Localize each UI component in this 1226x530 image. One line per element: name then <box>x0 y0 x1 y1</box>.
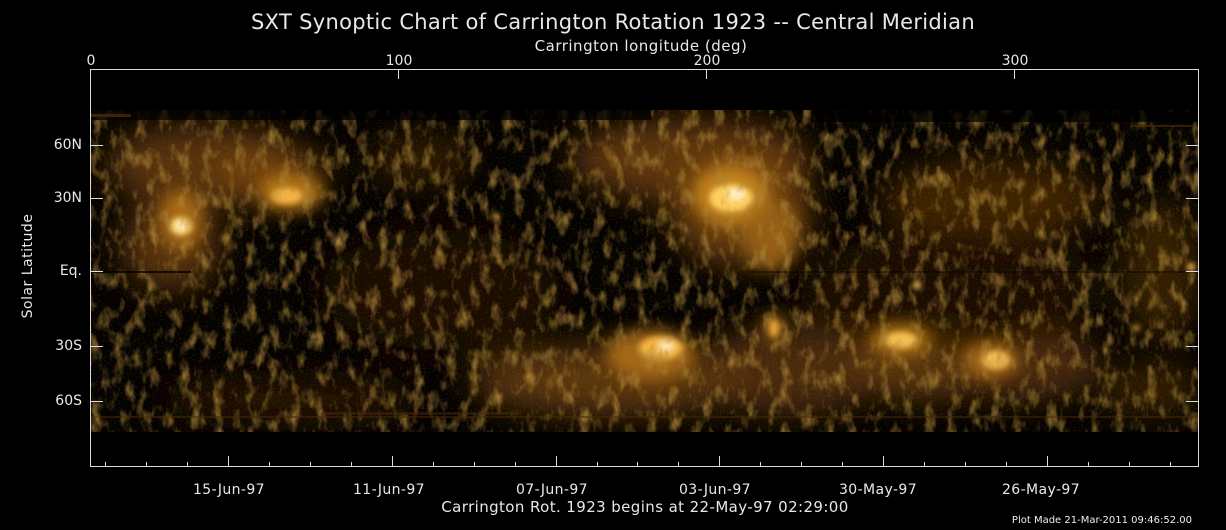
data-gaps <box>91 70 1198 466</box>
lat-tick-eq-left <box>91 271 103 272</box>
lat-tick-label-30n: 30N <box>53 190 82 206</box>
lat-tick-label-30s: 30S <box>55 338 82 354</box>
date-label-30-may: 30-May-97 <box>838 482 918 498</box>
date-tick-major <box>883 456 884 466</box>
date-tick-minor <box>105 462 106 466</box>
chart-title: SXT Synoptic Chart of Carrington Rotatio… <box>251 10 975 34</box>
streaks <box>91 114 1198 418</box>
date-tick-minor <box>433 462 434 466</box>
date-tick-major <box>719 456 720 466</box>
date-label-15-jun: 15-Jun-97 <box>193 482 265 498</box>
date-tick-minor <box>678 462 679 466</box>
date-tick-major <box>556 456 557 466</box>
date-tick-minor <box>801 462 802 466</box>
date-tick-major <box>228 456 229 466</box>
lat-tick-60s-right <box>1186 401 1198 402</box>
date-tick-minor <box>924 462 925 466</box>
lon-tick-label-200: 200 <box>693 53 721 69</box>
date-tick-minor <box>842 462 843 466</box>
y-axis-label: Solar Latitude <box>20 213 36 319</box>
synoptic-map-frame <box>90 69 1199 467</box>
date-label-03-jun: 03-Jun-97 <box>679 482 751 498</box>
date-tick-minor <box>1088 462 1089 466</box>
date-tick-minor <box>310 462 311 466</box>
fine-noise <box>91 70 1198 466</box>
lon-tick-label-300: 300 <box>1001 53 1029 69</box>
date-tick-major <box>1047 456 1048 466</box>
lat-tick-30s-left <box>91 346 103 347</box>
date-tick-minor <box>146 462 147 466</box>
date-tick-minor <box>597 462 598 466</box>
date-tick-major <box>392 456 393 466</box>
date-tick-minor <box>474 462 475 466</box>
date-label-26-may: 26-May-97 <box>1001 482 1081 498</box>
plot-made-timestamp: Plot Made 21-Mar-2011 09:46:52.00 <box>1011 515 1192 526</box>
date-tick-minor <box>1129 462 1130 466</box>
carrington-rotation-start-label: Carrington Rot. 1923 begins at 22-May-97… <box>441 498 849 516</box>
lon-tick-label-100: 100 <box>385 53 413 69</box>
synoptic-map <box>91 70 1198 466</box>
lon-tick-label-0: 0 <box>86 53 96 69</box>
date-tick-minor <box>269 462 270 466</box>
date-tick-minor <box>760 462 761 466</box>
lat-tick-eq-right <box>1186 271 1198 272</box>
date-label-07-jun: 07-Jun-97 <box>516 482 588 498</box>
lat-tick-30s-right <box>1186 346 1198 347</box>
lat-tick-60n-left <box>91 145 103 146</box>
lat-tick-30n-right <box>1186 198 1198 199</box>
lat-tick-60s-left <box>91 401 103 402</box>
lat-tick-60n-right <box>1186 145 1198 146</box>
date-tick-minor <box>637 462 638 466</box>
date-tick-minor <box>1170 462 1171 466</box>
date-tick-minor <box>187 462 188 466</box>
date-tick-minor <box>515 462 516 466</box>
lat-tick-label-eq: Eq. <box>59 263 82 279</box>
date-tick-minor <box>351 462 352 466</box>
lon-tick-300-top <box>1014 70 1015 79</box>
lat-tick-label-60s: 60S <box>55 393 82 409</box>
top-axis-label: Carrington longitude (deg) <box>534 37 748 55</box>
date-tick-minor <box>1006 462 1007 466</box>
date-tick-minor <box>965 462 966 466</box>
lat-tick-label-60n: 60N <box>53 137 82 153</box>
lon-tick-100-top <box>398 70 399 79</box>
lat-tick-30n-left <box>91 198 103 199</box>
lon-tick-200-top <box>706 70 707 79</box>
date-label-11-jun: 11-Jun-97 <box>353 482 425 498</box>
